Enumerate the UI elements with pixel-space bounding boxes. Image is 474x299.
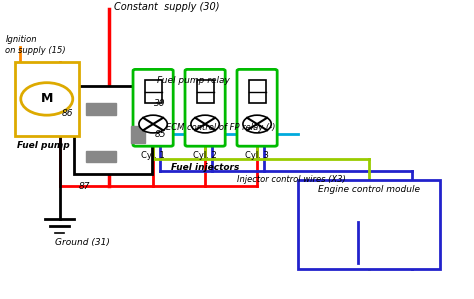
Bar xyxy=(197,80,214,103)
Text: Ground (31): Ground (31) xyxy=(55,238,109,247)
Text: Injector control wires (X3): Injector control wires (X3) xyxy=(237,175,346,184)
Bar xyxy=(86,151,117,162)
Text: Constant  supply (30): Constant supply (30) xyxy=(114,2,219,12)
Text: Engine control module: Engine control module xyxy=(319,185,420,194)
Text: ECM control of FP relay (-): ECM control of FP relay (-) xyxy=(166,123,275,132)
Circle shape xyxy=(191,115,219,133)
Circle shape xyxy=(243,115,271,133)
FancyBboxPatch shape xyxy=(237,69,277,146)
Text: M: M xyxy=(41,92,53,106)
Text: 85: 85 xyxy=(155,130,166,139)
Bar xyxy=(74,86,152,174)
Bar xyxy=(86,103,117,115)
Bar xyxy=(248,80,265,103)
Text: Cyl. 2: Cyl. 2 xyxy=(193,151,217,160)
Circle shape xyxy=(139,115,167,133)
Bar xyxy=(299,180,440,269)
Text: 30: 30 xyxy=(155,99,166,108)
Bar xyxy=(145,80,162,103)
Text: 86: 86 xyxy=(62,109,73,118)
Text: Fuel injectors: Fuel injectors xyxy=(171,163,239,172)
FancyBboxPatch shape xyxy=(133,69,173,146)
Text: Fuel pump: Fuel pump xyxy=(17,141,70,150)
Text: 87: 87 xyxy=(79,181,90,190)
FancyBboxPatch shape xyxy=(185,69,225,146)
Text: Ignition
on supply (15): Ignition on supply (15) xyxy=(5,35,66,55)
Text: Fuel pump relay: Fuel pump relay xyxy=(156,76,229,85)
Text: Cyl. 1: Cyl. 1 xyxy=(141,151,165,160)
Bar xyxy=(131,126,145,143)
Bar xyxy=(15,62,79,136)
Text: Cyl. 3: Cyl. 3 xyxy=(245,151,269,160)
Circle shape xyxy=(21,83,73,115)
